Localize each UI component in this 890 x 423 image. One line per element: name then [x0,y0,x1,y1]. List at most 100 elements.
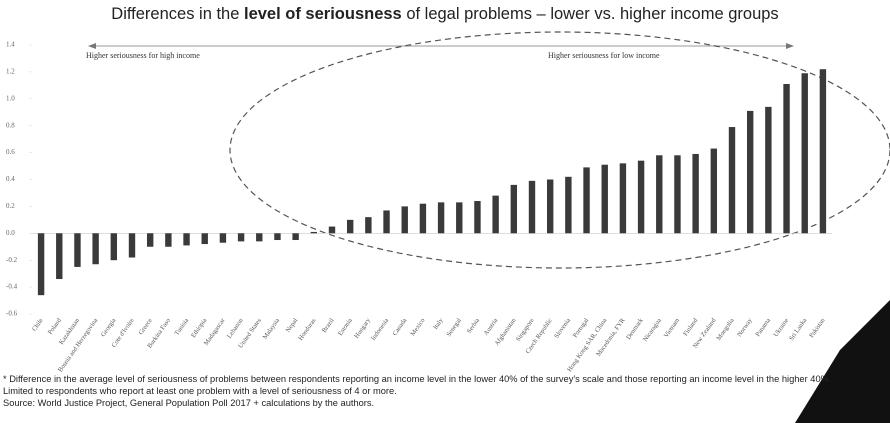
bar [819,69,827,234]
annotation: Higher seriousness for low income [548,51,660,60]
annotation: Higher seriousness for high income [86,51,200,60]
y-tick-label: 0.0 [6,229,15,237]
bar [437,202,445,234]
bar [365,217,372,234]
bar [637,160,645,234]
x-tick-label: Finland [682,317,700,338]
x-tick-label: Mongolia [715,317,735,342]
x-tick-label: Nepal [285,317,300,334]
bar [528,180,536,234]
x-tick-label: Honduras [297,317,318,342]
bar [801,73,808,234]
bar [165,233,172,247]
x-tick-label: Norway [736,317,754,339]
bar [619,163,627,234]
footnote: Source: World Justice Project, General P… [3,398,375,408]
x-tick-label: Portugal [572,317,590,339]
arrow-head [786,43,794,49]
bar [92,233,99,265]
bar [237,233,245,242]
footnotes: * Difference in the average level of ser… [3,373,848,409]
y-tick-label: 0.8 [6,121,15,129]
x-tick-label: Mexico [409,317,426,337]
x-tick-label: Lebanon [226,317,245,340]
bar [328,226,336,234]
bar [601,164,608,234]
x-tick-label: Serbia [466,317,481,335]
x-tick-label: Tunisia [173,317,190,337]
bar [674,155,681,234]
x-tick-label: Vietnam [663,317,681,339]
x-tick-label: Poland [47,317,64,336]
title-part: Differences in the [111,5,244,23]
y-tick-label: 0.4 [6,175,15,183]
highlight-ellipse [229,31,890,269]
bar [546,179,554,234]
bar [219,233,227,243]
bar [74,233,81,267]
bar [56,233,63,280]
decoration [795,300,890,423]
title-part: level of seriousness [244,5,402,23]
x-tick-label: Nicaragua [642,317,663,343]
bar [383,210,390,234]
x-tick-label: Austria [483,317,500,337]
bar [492,195,499,234]
title-part: of legal problems – lower vs. higher inc… [402,5,779,23]
bar [783,84,790,234]
bar [110,233,118,261]
y-tick-label: 1.0 [6,94,15,102]
y-tick-label: -0.4 [6,283,18,291]
x-tick-label: Pakistan [808,317,827,340]
y-tick-label: -0.2 [6,256,18,264]
bar [474,201,481,234]
x-tick-label: Indonesia [370,317,390,342]
x-tick-label: Estonia [337,317,354,337]
x-tick-label: Georgia [100,317,118,338]
x-tick-label: Malaysia [262,317,281,341]
x-tick-label: Ukraine [772,317,790,338]
bar [310,231,318,234]
y-tick-label: 1.4 [6,41,15,49]
arrow-head [88,43,96,49]
x-tick-label: Canada [391,317,408,337]
x-tick-label: Greece [138,317,154,336]
x-tick-label: Italy [432,317,445,331]
bar [456,202,463,234]
y-tick-label: 0.6 [6,148,15,156]
bar [656,155,663,234]
footnote: * Difference in the average level of ser… [3,374,832,396]
bar [274,233,281,241]
chart-title: Differences in the level of seriousness … [111,5,778,23]
bar [510,184,518,234]
x-tick-label: Brazil [321,317,336,334]
bar [146,233,154,247]
bar [710,148,718,234]
y-tick-label: 1.2 [6,68,15,76]
bar [346,219,354,234]
bar [183,233,190,246]
bar [419,203,427,234]
x-tick-label: Chile [31,317,45,333]
bar [565,176,572,234]
bar [746,110,754,234]
x-tick-label: Slovenia [553,317,572,340]
bar [37,233,45,296]
bar [728,127,736,234]
x-tick-label: Sri Lanka [788,317,808,342]
y-tick-label: 0.2 [6,202,15,210]
bar [765,106,772,234]
x-tick-label: Senegal [445,317,463,338]
x-tick-label: Ethiopia [190,317,208,339]
x-tick-label: Panama [754,317,772,338]
y-tick-label: -0.6 [6,310,18,318]
bar [401,206,408,234]
bar [128,233,136,258]
bar [256,233,263,242]
x-tick-label: Hungary [353,317,372,340]
bar [201,233,208,245]
bar [583,167,590,234]
bar [292,233,299,241]
